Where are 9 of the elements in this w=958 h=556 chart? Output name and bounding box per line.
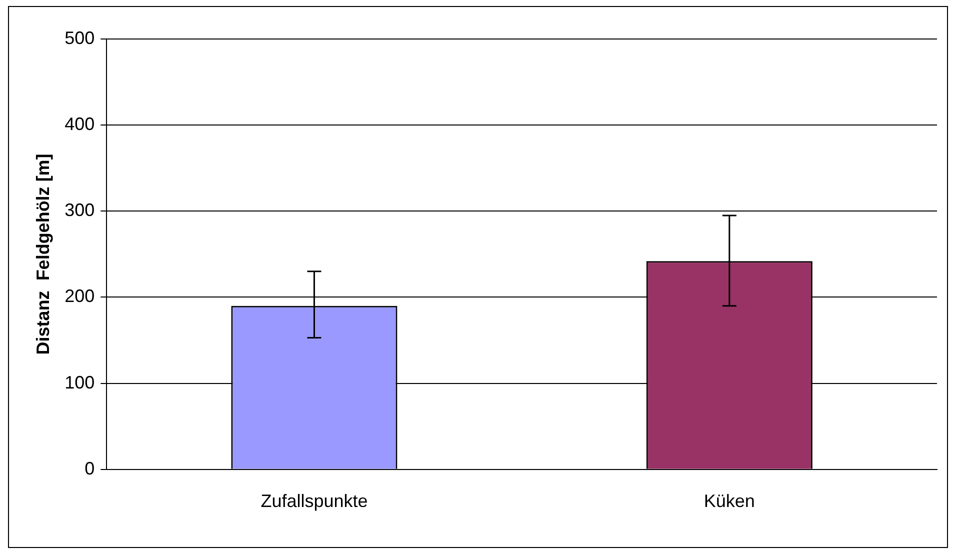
y-tick-label: 500 [64, 28, 95, 48]
y-tick-label: 400 [64, 114, 95, 134]
x-tick-label: Zufallspunkte [260, 491, 368, 512]
y-axis-title: Distanz Feldgehölz [m] [32, 154, 53, 355]
y-tick-label: 0 [84, 458, 95, 478]
y-tick-label: 100 [64, 372, 95, 392]
x-tick-label: Küken [704, 491, 755, 512]
y-tick-label: 300 [64, 200, 95, 220]
y-tick-label: 200 [64, 286, 95, 306]
